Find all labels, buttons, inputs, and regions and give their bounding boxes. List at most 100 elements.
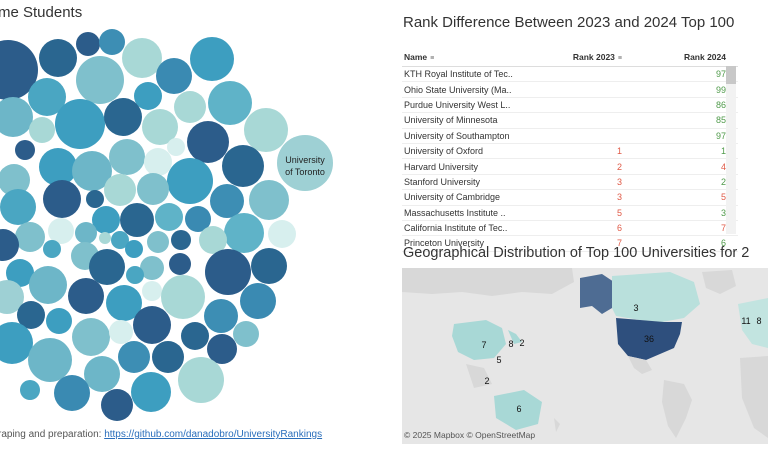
university-bubble[interactable]	[244, 108, 288, 152]
university-bubble[interactable]	[76, 32, 100, 56]
russia-shape[interactable]	[402, 268, 574, 296]
university-bubble[interactable]	[111, 231, 129, 249]
university-bubble[interactable]	[268, 220, 296, 248]
table-row[interactable]: University of Oxford 1 1	[402, 144, 738, 160]
university-bubble[interactable]	[122, 38, 162, 78]
header-rank-2023[interactable]: Rank 2023 ≡	[572, 52, 622, 62]
university-bubble[interactable]	[46, 308, 72, 334]
university-bubble[interactable]	[104, 174, 136, 206]
github-link[interactable]: https://github.com/danadobro/UniversityR…	[104, 429, 323, 440]
mexico-shape[interactable]	[628, 356, 652, 374]
australia-shape[interactable]	[494, 390, 542, 430]
university-bubble[interactable]	[104, 98, 142, 136]
table-row[interactable]: University of Minnesota 85	[402, 113, 738, 129]
university-bubble[interactable]	[20, 380, 40, 400]
university-bubble[interactable]	[0, 322, 33, 364]
university-bubble[interactable]	[48, 218, 74, 244]
university-bubble[interactable]	[39, 39, 77, 77]
university-bubble[interactable]	[0, 40, 38, 100]
university-bubble[interactable]	[169, 253, 191, 275]
table-row[interactable]: California Institute of Tec.. 6 7	[402, 221, 738, 237]
university-bubble[interactable]	[144, 148, 172, 176]
university-bubble[interactable]	[72, 318, 110, 356]
scrollbar-thumb[interactable]	[726, 66, 736, 84]
university-bubble[interactable]	[92, 206, 120, 234]
university-bubble[interactable]	[17, 301, 45, 329]
university-bubble[interactable]	[133, 306, 171, 344]
university-bubble[interactable]	[39, 148, 77, 186]
university-bubble[interactable]	[28, 338, 72, 382]
university-bubble[interactable]	[199, 226, 227, 254]
header-rank-2024[interactable]: Rank 2024	[683, 52, 726, 62]
university-bubble[interactable]	[152, 341, 184, 373]
university-bubble[interactable]	[156, 58, 192, 94]
university-bubble[interactable]	[249, 180, 289, 220]
university-bubble[interactable]	[178, 357, 224, 403]
university-bubble[interactable]	[109, 320, 133, 344]
university-bubble[interactable]	[15, 140, 35, 160]
university-bubble[interactable]	[109, 139, 145, 175]
nz-shape[interactable]	[554, 418, 560, 432]
canada-shape[interactable]	[612, 272, 700, 322]
university-bubble[interactable]	[29, 266, 67, 304]
university-bubble[interactable]	[181, 322, 209, 350]
southeast-asia-shape[interactable]	[466, 364, 492, 388]
university-bubble[interactable]	[167, 158, 213, 204]
university-bubble[interactable]	[86, 190, 104, 208]
sort-icon[interactable]: ≡	[430, 55, 435, 62]
university-bubble[interactable]	[72, 151, 112, 191]
table-row[interactable]: Harvard University 2 4	[402, 159, 738, 175]
africa-shape[interactable]	[740, 356, 768, 438]
table-scrollbar[interactable]	[726, 66, 736, 234]
table-row[interactable]: Purdue University West L.. 86	[402, 98, 738, 114]
university-bubble[interactable]	[0, 189, 36, 225]
university-bubble[interactable]	[89, 249, 125, 285]
university-bubble[interactable]	[43, 240, 61, 258]
university-bubble[interactable]	[55, 99, 105, 149]
university-bubble[interactable]	[101, 389, 133, 421]
university-bubble[interactable]	[126, 266, 144, 284]
university-bubble[interactable]	[54, 375, 90, 411]
university-bubble[interactable]	[142, 109, 178, 145]
university-bubble[interactable]	[174, 91, 206, 123]
table-row[interactable]: Massachusetts Institute .. 5 3	[402, 206, 738, 221]
table-row[interactable]: Princeton University 7 6	[402, 236, 738, 252]
university-bubble[interactable]	[68, 278, 104, 314]
university-bubble[interactable]	[99, 29, 125, 55]
university-bubble[interactable]	[0, 229, 19, 261]
university-bubble[interactable]	[120, 203, 154, 237]
university-bubble[interactable]	[233, 321, 259, 347]
sort-icon[interactable]: ≡	[617, 55, 622, 62]
university-bubble[interactable]	[210, 184, 244, 218]
china-shape[interactable]	[452, 320, 506, 360]
university-bubble[interactable]	[147, 231, 169, 253]
university-bubble[interactable]	[167, 138, 185, 156]
table-row[interactable]: Stanford University 3 2	[402, 175, 738, 191]
university-bubble[interactable]	[185, 206, 211, 232]
university-bubble[interactable]	[207, 334, 237, 364]
university-bubble[interactable]	[277, 135, 333, 191]
university-bubble[interactable]	[208, 81, 252, 125]
university-bubble[interactable]	[155, 203, 183, 231]
table-row[interactable]: Ohio State University (Ma.. 99	[402, 82, 738, 98]
university-bubble[interactable]	[205, 249, 251, 295]
university-bubble[interactable]	[28, 78, 66, 116]
university-bubble[interactable]	[106, 285, 142, 321]
university-bubble[interactable]	[222, 145, 264, 187]
university-bubble[interactable]	[118, 341, 150, 373]
university-bubble[interactable]	[6, 259, 34, 287]
korea-japan-shape[interactable]	[508, 330, 522, 344]
bubble-chart[interactable]: University of Toronto	[0, 28, 345, 428]
usa-shape[interactable]	[616, 318, 682, 360]
university-bubble[interactable]	[251, 248, 287, 284]
university-bubble[interactable]	[0, 97, 33, 137]
university-bubble[interactable]	[240, 283, 276, 319]
university-bubble[interactable]	[76, 56, 124, 104]
university-bubble[interactable]	[190, 37, 234, 81]
south-america-shape[interactable]	[662, 380, 692, 438]
header-name[interactable]: Name ≡	[404, 52, 435, 62]
university-bubble[interactable]	[29, 117, 55, 143]
university-bubble[interactable]	[99, 232, 111, 244]
university-bubble[interactable]	[84, 356, 120, 392]
